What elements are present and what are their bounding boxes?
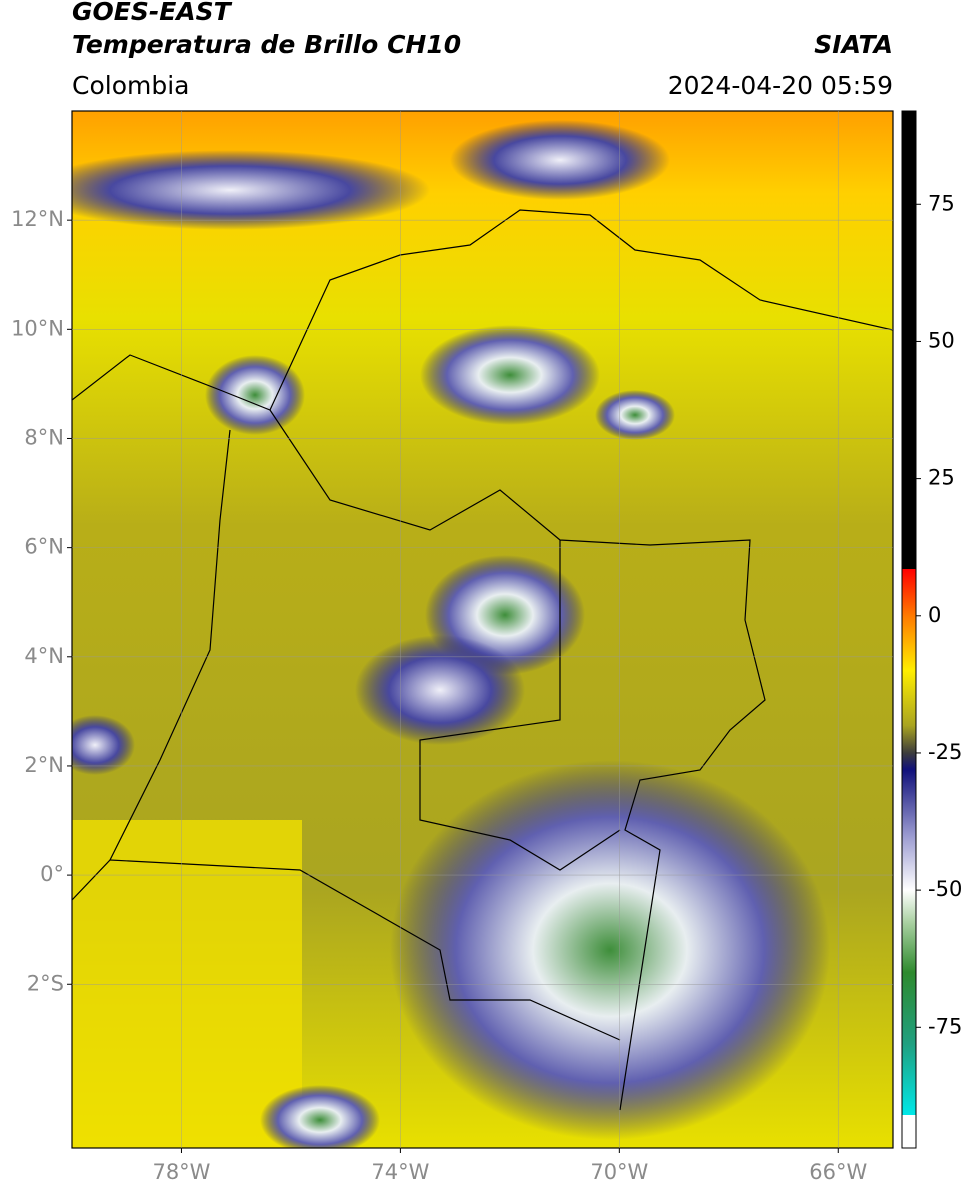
y-tick-label: 6°N [24,535,64,559]
colorbar-label: -25 [928,740,962,764]
y-tick-label: 12°N [11,207,64,231]
x-tick-label: 70°W [590,1160,648,1184]
cloud [390,760,830,1140]
cloud [72,715,135,775]
cloud [205,355,305,435]
colorbar-label: -50 [928,877,962,901]
x-tick-label: 74°W [371,1160,429,1184]
map-frame [71,110,894,1149]
colorbar-label: 25 [928,466,955,490]
colorbar-label: 0 [928,603,941,627]
cloud [420,325,600,425]
source: SIATA [814,30,893,59]
region: Colombia [72,71,189,100]
colorbar-label: 75 [928,191,955,215]
subtitle: Temperatura de Brillo CH10 [72,30,461,59]
cloud [450,120,670,200]
cloud [595,390,675,440]
y-tick-label: 0° [40,862,64,886]
x-tick-label: 78°W [152,1160,210,1184]
imagery [72,111,893,1148]
border [109,409,766,1111]
cloud [355,635,525,745]
coastline [72,209,893,901]
colorbar [901,110,917,1149]
colorbar-label: 50 [928,328,955,352]
y-tick-label: 8°N [24,425,64,449]
datetime: 2024-04-20 05:59 [668,71,893,100]
colorbar-label: -75 [928,1014,962,1038]
y-tick-label: 10°N [11,316,64,340]
pacific [72,820,302,1148]
y-tick-label: 4°N [24,644,64,668]
title: GOES-EAST [72,0,233,26]
cloud [72,150,430,230]
cloud [260,1085,380,1148]
y-tick-label: 2°N [24,753,64,777]
y-tick-label: 2°S [27,971,64,995]
x-tick-label: 66°W [809,1160,867,1184]
